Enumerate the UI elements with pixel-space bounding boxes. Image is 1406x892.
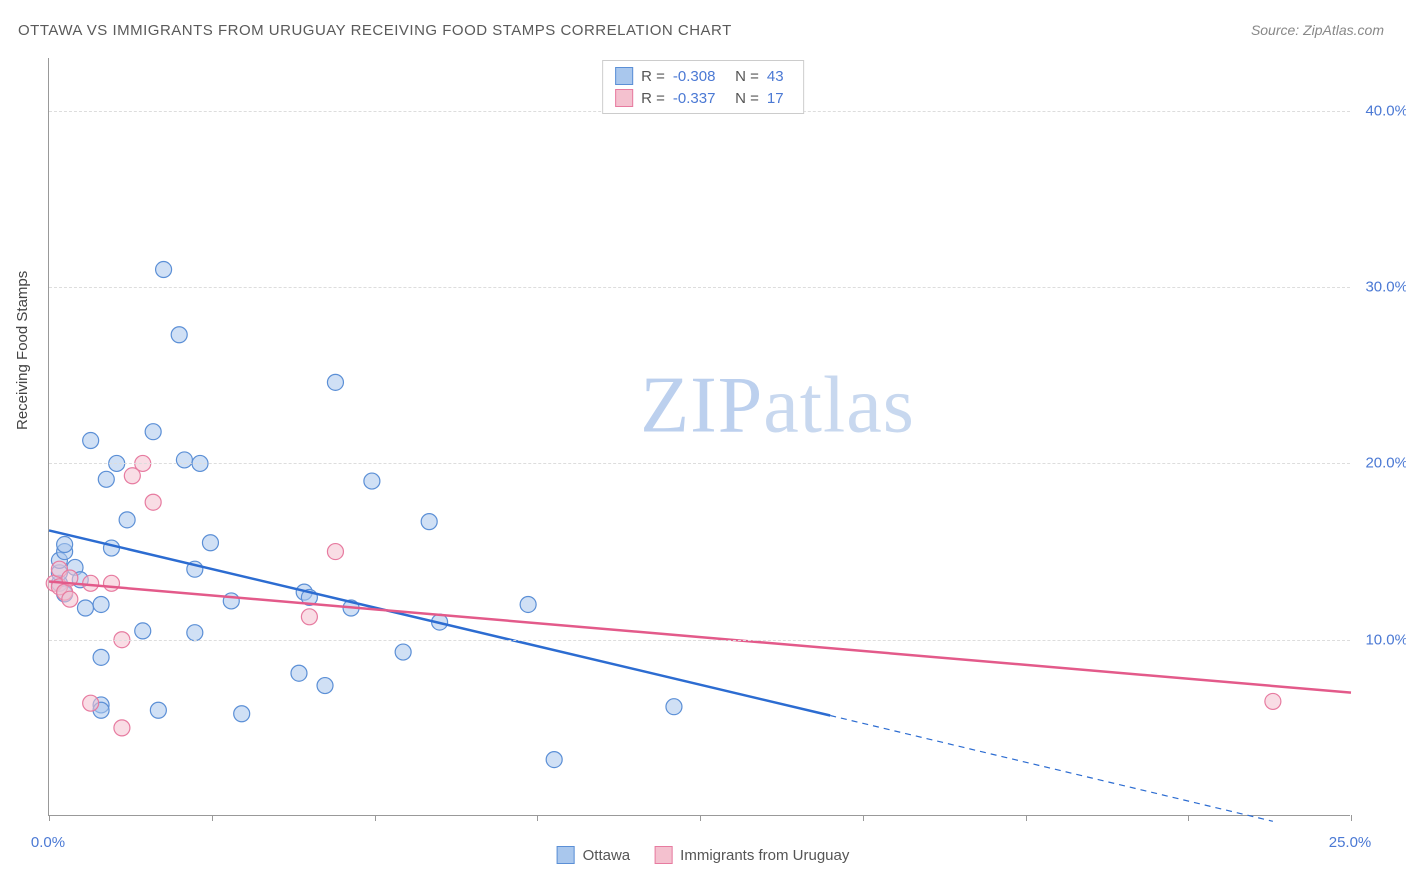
y-tick-label: 10.0% <box>1358 631 1406 648</box>
data-point <box>234 706 250 722</box>
regression-extrapolate <box>830 716 1273 822</box>
data-point <box>83 695 99 711</box>
chart-svg <box>49 58 1350 815</box>
y-axis-label: Receiving Food Stamps <box>14 271 31 430</box>
data-point <box>83 575 99 591</box>
legend-item: Ottawa <box>557 846 631 864</box>
x-tick-label: 25.0% <box>1329 834 1372 851</box>
legend-n-label: N = <box>731 68 759 85</box>
legend-r-value: -0.337 <box>673 90 723 107</box>
grid-line <box>49 463 1350 464</box>
legend-label: Immigrants from Uruguay <box>680 847 849 864</box>
y-tick-label: 30.0% <box>1358 279 1406 296</box>
grid-line <box>49 287 1350 288</box>
x-tick <box>375 815 376 821</box>
data-point <box>93 649 109 665</box>
data-point <box>395 644 411 660</box>
x-tick <box>212 815 213 821</box>
x-tick <box>49 815 50 821</box>
data-point <box>171 327 187 343</box>
regression-line <box>49 582 1351 693</box>
x-tick <box>1188 815 1189 821</box>
data-point <box>327 544 343 560</box>
regression-line <box>49 530 830 715</box>
legend-row: R = -0.308 N = 43 <box>615 65 791 87</box>
data-point <box>77 600 93 616</box>
data-point <box>202 535 218 551</box>
data-point <box>327 374 343 390</box>
data-point <box>317 678 333 694</box>
legend-n-value: 43 <box>767 68 791 85</box>
legend-swatch <box>615 67 633 85</box>
data-point <box>301 609 317 625</box>
data-point <box>145 494 161 510</box>
data-point <box>187 625 203 641</box>
legend-swatch <box>654 846 672 864</box>
data-point <box>421 514 437 530</box>
data-point <box>291 665 307 681</box>
y-tick-label: 20.0% <box>1358 455 1406 472</box>
x-tick <box>1351 815 1352 821</box>
data-point <box>666 699 682 715</box>
legend-n-value: 17 <box>767 90 791 107</box>
legend-row: R = -0.337 N = 17 <box>615 87 791 109</box>
data-point <box>150 702 166 718</box>
legend-swatch <box>557 846 575 864</box>
x-tick-label: 0.0% <box>31 834 65 851</box>
data-point <box>119 512 135 528</box>
data-point <box>57 537 73 553</box>
plot-area: ZIPatlas 10.0%20.0%30.0%40.0% <box>48 58 1350 816</box>
data-point <box>114 720 130 736</box>
data-point <box>145 424 161 440</box>
data-point <box>1265 693 1281 709</box>
data-point <box>62 591 78 607</box>
data-point <box>103 540 119 556</box>
data-point <box>93 596 109 612</box>
legend-swatch <box>615 89 633 107</box>
source-label: Source: ZipAtlas.com <box>1251 22 1384 38</box>
data-point <box>364 473 380 489</box>
y-tick-label: 40.0% <box>1358 102 1406 119</box>
legend-r-label: R = <box>641 90 665 107</box>
x-tick <box>700 815 701 821</box>
legend-label: Ottawa <box>583 847 631 864</box>
data-point <box>98 471 114 487</box>
legend-item: Immigrants from Uruguay <box>654 846 849 864</box>
data-point <box>223 593 239 609</box>
data-point <box>520 596 536 612</box>
legend-r-value: -0.308 <box>673 68 723 85</box>
series-legend: Ottawa Immigrants from Uruguay <box>557 846 850 864</box>
data-point <box>83 433 99 449</box>
x-tick <box>1026 815 1027 821</box>
data-point <box>546 752 562 768</box>
legend-n-label: N = <box>731 90 759 107</box>
data-point <box>176 452 192 468</box>
data-point <box>103 575 119 591</box>
data-point <box>156 262 172 278</box>
data-point <box>135 623 151 639</box>
chart-title: OTTAWA VS IMMIGRANTS FROM URUGUAY RECEIV… <box>18 22 732 39</box>
x-tick <box>863 815 864 821</box>
correlation-legend: R = -0.308 N = 43 R = -0.337 N = 17 <box>602 60 804 114</box>
x-tick <box>537 815 538 821</box>
legend-r-label: R = <box>641 68 665 85</box>
grid-line <box>49 640 1350 641</box>
